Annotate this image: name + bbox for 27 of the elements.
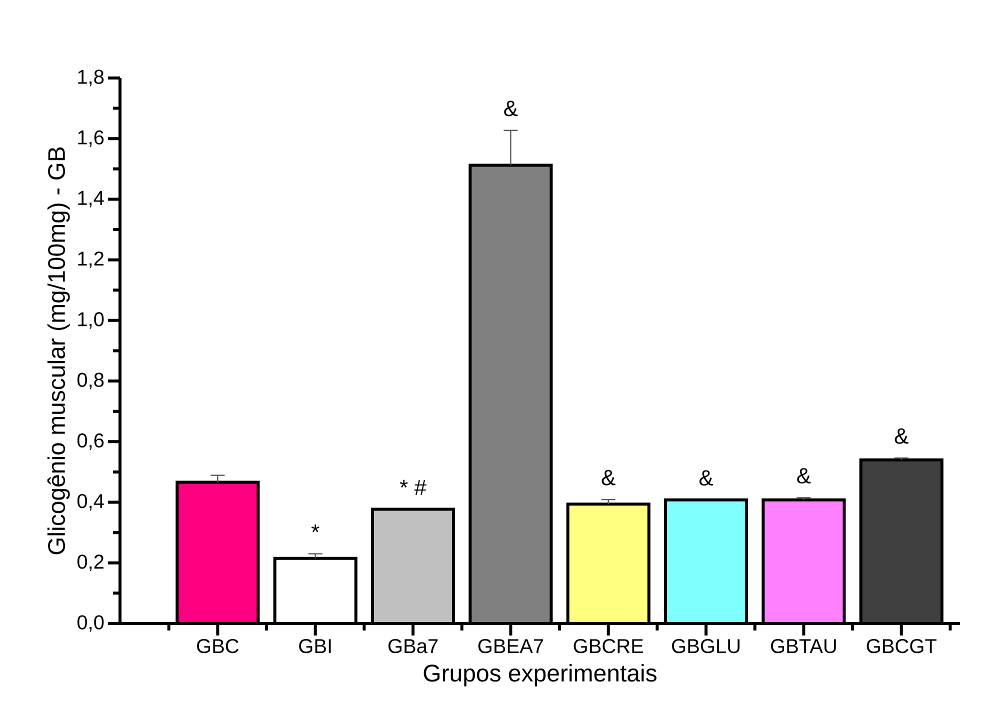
annotation: & bbox=[797, 468, 811, 484]
annotation: & bbox=[699, 470, 714, 486]
y-axis-title: Glicogênio muscular (mg/100mg) - GB bbox=[47, 147, 70, 554]
x-tick-label: GBC bbox=[197, 639, 239, 654]
y-tick-label: 0,4 bbox=[77, 494, 104, 511]
y-tick-label: 0,8 bbox=[77, 372, 104, 390]
y-tick-label: 1,6 bbox=[78, 130, 104, 147]
annotation: * bbox=[311, 524, 320, 532]
x-tick-label: GBTAU bbox=[771, 639, 836, 654]
y-tick-label: 1,8 bbox=[78, 70, 104, 86]
y-tick-label: 1,0 bbox=[78, 312, 104, 329]
x-tick-label: GBCRE bbox=[574, 639, 644, 654]
x-tick-label: GBEA7 bbox=[478, 639, 544, 654]
annotation: & bbox=[894, 428, 908, 444]
x-tick-label: GBCGT bbox=[866, 639, 936, 654]
annotation: & bbox=[602, 470, 616, 486]
x-tick-label: GBa7 bbox=[388, 639, 438, 654]
x-axis-title: Grupos experimentais bbox=[424, 664, 656, 686]
annotation: & bbox=[504, 100, 518, 116]
y-tick-label: 0,0 bbox=[77, 615, 104, 632]
y-tick-label: 0,2 bbox=[77, 554, 104, 572]
y-tick-label: 1,2 bbox=[78, 252, 104, 268]
x-tick-label: GBGLU bbox=[672, 639, 740, 654]
annotation: * # bbox=[400, 480, 426, 496]
y-tick-label: 0,6 bbox=[77, 433, 104, 450]
y-tick-label: 1,4 bbox=[78, 191, 104, 208]
x-tick-label: GBI bbox=[299, 639, 331, 654]
